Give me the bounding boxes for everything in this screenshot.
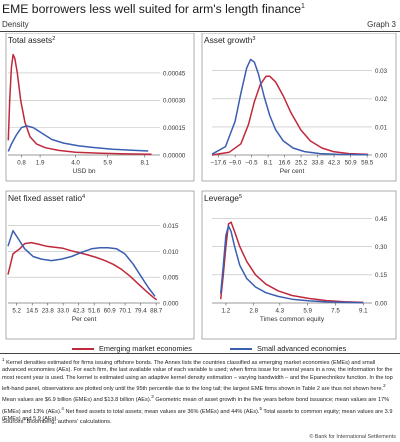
y-tick-label: 0.00000 (163, 152, 186, 159)
graph-number: Graph 3 (367, 20, 396, 29)
panel-title-note-3: 4 (82, 194, 85, 200)
x-tick-label: 59.5 (361, 160, 374, 167)
legend-swatch-eme (72, 348, 94, 351)
x-tick-label: 4.3 (276, 308, 285, 315)
x-tick-label: 70.1 (119, 308, 132, 315)
x-tick-label: 25.2 (295, 160, 308, 167)
panel-title-3: Net fixed asset ratio4 (8, 193, 85, 203)
y-tick-label: 0.00045 (163, 70, 186, 77)
panel-frame-4 (201, 190, 397, 340)
x-tick-label: 4.0 (71, 160, 80, 167)
panel-title-4: Leverage5 (204, 193, 242, 203)
x-tick-label: 8.1 (140, 160, 149, 167)
x-tick-label: 16.6 (278, 160, 291, 167)
footnote-rule (0, 353, 400, 354)
panel-frame-3 (5, 190, 195, 340)
x-tick-label: 5.9 (303, 308, 312, 315)
footnote-marker-1: 1 (2, 357, 5, 362)
ae-density-line-4 (219, 225, 364, 304)
legend-swatch-ae (230, 348, 252, 351)
charts-area: Total assets20.000000.000150.000300.0004… (5, 33, 397, 340)
footnote-5: Total assets to common equity; mean valu… (2, 408, 393, 422)
x-tick-label: 7.5 (331, 308, 340, 315)
x-tick-label: 0.8 (17, 160, 26, 167)
footnote-marker-3: 3 (151, 394, 154, 400)
y-tick-label: 0.02 (375, 96, 388, 103)
x-tick-label: 5.9 (103, 160, 112, 167)
legend-label-ae: Small advanced economies (257, 344, 347, 353)
x-tick-label: 5.2 (12, 308, 21, 315)
x-tick-label: –0.5 (245, 160, 258, 167)
eme-density-line-1 (7, 53, 152, 156)
density-label: Density (2, 20, 29, 29)
y-tick-label: 0.00 (375, 152, 388, 159)
sources: Sources: Bloomberg; authors' calculation… (2, 419, 112, 425)
x-tick-label: –17.6 (211, 160, 227, 167)
x-tick-label: 33.0 (57, 308, 70, 315)
panel-title-note-2: 3 (252, 36, 255, 42)
panel-title-1: Total assets2 (8, 35, 55, 45)
y-tick-label: 0.000 (163, 300, 179, 307)
x-tick-label: 1.9 (36, 160, 45, 167)
x-tick-label: 23.8 (42, 308, 55, 315)
x-tick-label: 50.9 (345, 160, 358, 167)
x-tick-label: 79.4 (135, 308, 148, 315)
y-tick-label: 0.010 (163, 249, 179, 256)
y-tick-label: 0.45 (375, 216, 388, 223)
panel-title-2: Asset growth3 (204, 35, 256, 45)
x-tick-label: 9.1 (359, 308, 368, 315)
legend-item-eme: Emerging market economies (72, 344, 192, 353)
x-axis-label-1: USD bn (72, 168, 95, 175)
footnote-marker-5: 5 (259, 405, 262, 411)
title-footnote-marker: 1 (301, 2, 305, 10)
y-tick-label: 0.01 (375, 124, 388, 131)
footnotes: 1 Kernel densities estimated for firms i… (2, 356, 398, 423)
x-tick-label: 60.9 (104, 308, 117, 315)
x-tick-label: 14.5 (26, 308, 39, 315)
eme-density-line-2 (211, 75, 369, 156)
x-tick-label: 1.2 (222, 308, 231, 315)
copyright: © Bank for International Settlements (309, 434, 396, 440)
x-tick-label: 42.3 (73, 308, 86, 315)
x-tick-label: 88.7 (150, 308, 163, 315)
ae-density-line-3 (7, 229, 156, 297)
footnote-3: Geometric mean of asset growth in the fi… (2, 397, 390, 415)
panel-title-note-1: 2 (52, 36, 55, 42)
footnote-marker-2: 2 (383, 383, 386, 389)
footnote-1: Kernel densities estimated for firms iss… (2, 359, 393, 392)
panel-frame-2 (201, 33, 397, 182)
eme-density-line-4 (219, 221, 364, 304)
legend-label-eme: Emerging market economies (99, 344, 192, 353)
x-axis-label-4: Times common equity (260, 316, 325, 323)
y-tick-label: 0.005 (163, 275, 179, 282)
x-axis-label-2: Per cent (280, 168, 305, 175)
y-tick-label: 0.15 (375, 272, 388, 279)
y-tick-label: 0.00 (375, 300, 388, 307)
x-tick-label: –9.0 (229, 160, 242, 167)
x-tick-label: 51.6 (88, 308, 101, 315)
footnote-2: Mean values are $6.9 billion (EMEs) and … (2, 397, 152, 404)
x-axis-label-3: Per cent (72, 316, 97, 323)
panel-title-note-4: 5 (239, 194, 242, 200)
legend-item-ae: Small advanced economies (230, 344, 346, 353)
panel-frame-1 (5, 33, 195, 182)
x-tick-label: 8.1 (264, 160, 273, 167)
y-tick-label: 0.03 (375, 68, 388, 75)
y-tick-label: 0.00030 (163, 98, 186, 105)
x-tick-label: 2.8 (249, 308, 258, 315)
top-rule (0, 31, 400, 32)
ae-density-line-1 (7, 125, 149, 152)
y-tick-label: 0.30 (375, 244, 388, 251)
footnote-marker-4: 4 (61, 405, 64, 411)
y-tick-label: 0.015 (163, 223, 179, 230)
x-tick-label: 33.8 (312, 160, 325, 167)
ae-density-line-2 (211, 58, 369, 156)
x-tick-label: 42.3 (328, 160, 341, 167)
y-tick-label: 0.00015 (163, 125, 186, 132)
page-title-text: EME borrowers less well suited for arm's… (2, 2, 302, 16)
page-title: EME borrowers less well suited for arm's… (2, 2, 305, 16)
footnote-4: Net fixed assets to total assets; mean v… (63, 408, 260, 415)
